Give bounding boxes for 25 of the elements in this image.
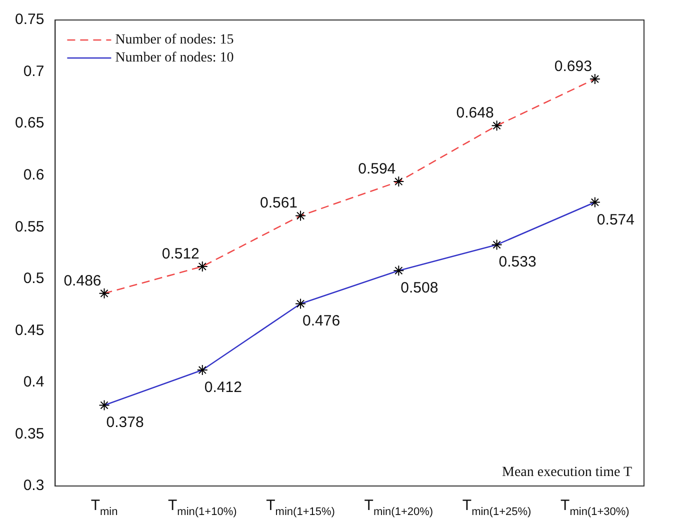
- legend-label: Number of nodes: 10: [115, 50, 234, 66]
- data-label: 0.594: [358, 160, 396, 178]
- data-label: 0.378: [106, 414, 144, 432]
- data-label: 0.533: [498, 254, 536, 271]
- data-label: 0.486: [64, 272, 102, 290]
- data-label: 0.512: [162, 245, 200, 262]
- y-tick-label: 0.5: [23, 270, 44, 288]
- y-tick-label: 0.3: [23, 477, 44, 494]
- data-label: 0.561: [260, 194, 298, 212]
- y-tick-label: 0.6: [23, 166, 44, 184]
- x-axis-title: Mean execution time T: [502, 465, 632, 480]
- y-tick-label: 0.35: [14, 425, 44, 442]
- data-label: 0.476: [302, 312, 340, 330]
- y-tick-label: 0.75: [14, 11, 44, 28]
- y-tick-label: 0.45: [14, 322, 44, 339]
- data-label: 0.693: [554, 58, 592, 76]
- y-tick-label: 0.55: [14, 218, 44, 236]
- data-label: 0.412: [204, 379, 242, 396]
- data-label: 0.574: [596, 211, 634, 228]
- y-tick-label: 0.7: [23, 62, 44, 80]
- data-label: 0.648: [456, 104, 494, 122]
- y-tick-label: 0.65: [14, 114, 44, 132]
- legend-label: Number of nodes: 15: [115, 32, 234, 48]
- data-label: 0.508: [400, 280, 438, 297]
- y-tick-label: 0.4: [23, 374, 44, 391]
